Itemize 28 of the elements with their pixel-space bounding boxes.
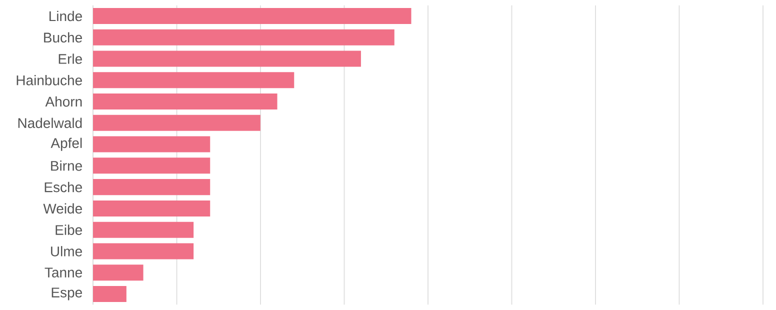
bar	[93, 50, 361, 67]
y-tick-label: Ulme	[51, 246, 82, 256]
bar	[93, 29, 394, 46]
y-tick-label: Espe	[52, 288, 82, 300]
y-tick-label: Nadelwald	[18, 118, 82, 128]
bar	[93, 114, 260, 131]
bar	[93, 222, 194, 238]
y-tick-label: Birne	[51, 160, 82, 171]
bar	[93, 200, 210, 216]
bar	[93, 94, 278, 110]
bar	[93, 8, 412, 24]
y-tick-label: Erle	[58, 54, 82, 64]
bar	[93, 264, 144, 281]
bar	[93, 158, 210, 174]
y-tick-label: Apfel	[50, 138, 82, 151]
bar	[93, 179, 210, 196]
y-tick-label: Buche	[44, 32, 82, 43]
bar	[93, 72, 294, 88]
y-tick-label: Eibe	[56, 224, 82, 235]
y-tick-label: Esche	[44, 182, 82, 192]
y-tick-label: Hainbuche	[16, 75, 82, 86]
bar	[93, 243, 194, 260]
bar	[93, 286, 126, 302]
y-tick-label: Linde	[50, 10, 82, 22]
y-tick-label: Tanne	[44, 268, 82, 278]
bar	[93, 136, 210, 152]
y-tick-label: Weide	[43, 203, 82, 214]
y-tick-label: Ahorn	[45, 96, 82, 107]
